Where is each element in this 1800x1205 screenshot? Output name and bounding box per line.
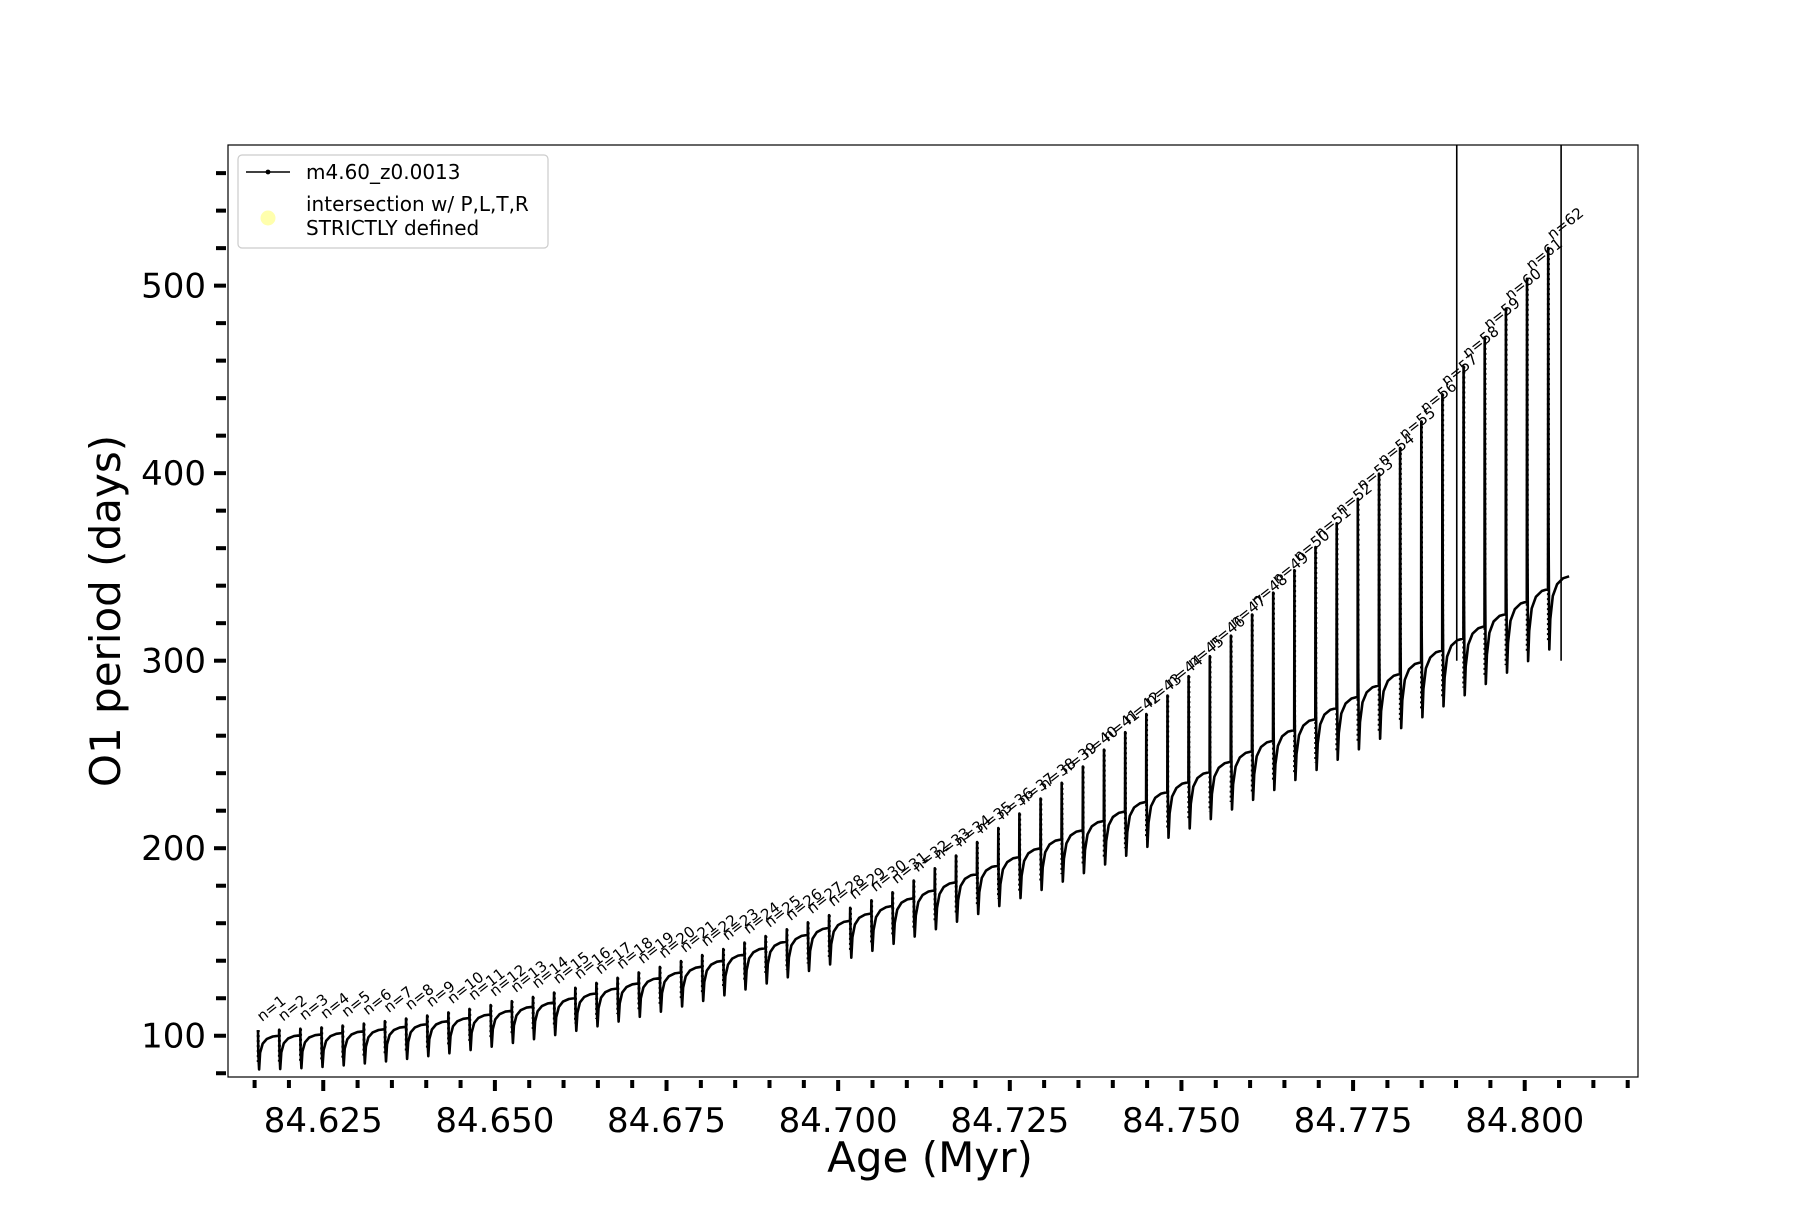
- legend: m4.60_z0.0013 intersection w/ P,L,T,R ST…: [237, 154, 549, 249]
- x-tick-label: 84.675: [607, 1101, 726, 1141]
- y-tick-label: 500: [141, 267, 206, 307]
- y-axis: 100 200 300 400 500: [141, 171, 226, 1076]
- plot-area: [227, 144, 1639, 1078]
- legend-label-series: m4.60_z0.0013: [306, 160, 461, 184]
- x-axis: 84.625 84.650 84.675 84.700 84.725 84.750 84.7…: [252, 1080, 1630, 1141]
- y-tick-label: 400: [141, 454, 206, 494]
- legend-label-intersection-line2: STRICTLY defined: [306, 216, 479, 240]
- y-tick-label: 300: [141, 642, 206, 682]
- legend-intersection-swatch: [260, 210, 276, 226]
- x-tick-label: 84.625: [264, 1101, 383, 1141]
- legend-label-intersection-line1: intersection w/ P,L,T,R: [306, 192, 529, 216]
- y-axis-title: O1 period (days): [81, 435, 130, 787]
- x-axis-title: Age (Myr): [827, 1133, 1033, 1182]
- x-tick-label: 84.750: [1122, 1101, 1241, 1141]
- x-tick-label: 84.725: [950, 1101, 1069, 1141]
- x-tick-label: 84.700: [779, 1101, 898, 1141]
- x-tick-label: 84.775: [1294, 1101, 1413, 1141]
- data-layer: [256, 145, 1570, 1071]
- legend-box: [237, 154, 549, 249]
- legend-dot-swatch: [265, 169, 271, 175]
- series-line: [256, 246, 1570, 1071]
- y-tick-label: 100: [141, 1017, 206, 1057]
- y-tick-label: 200: [141, 829, 206, 869]
- x-tick-label: 84.650: [435, 1101, 554, 1141]
- x-tick-label: 84.800: [1465, 1101, 1584, 1141]
